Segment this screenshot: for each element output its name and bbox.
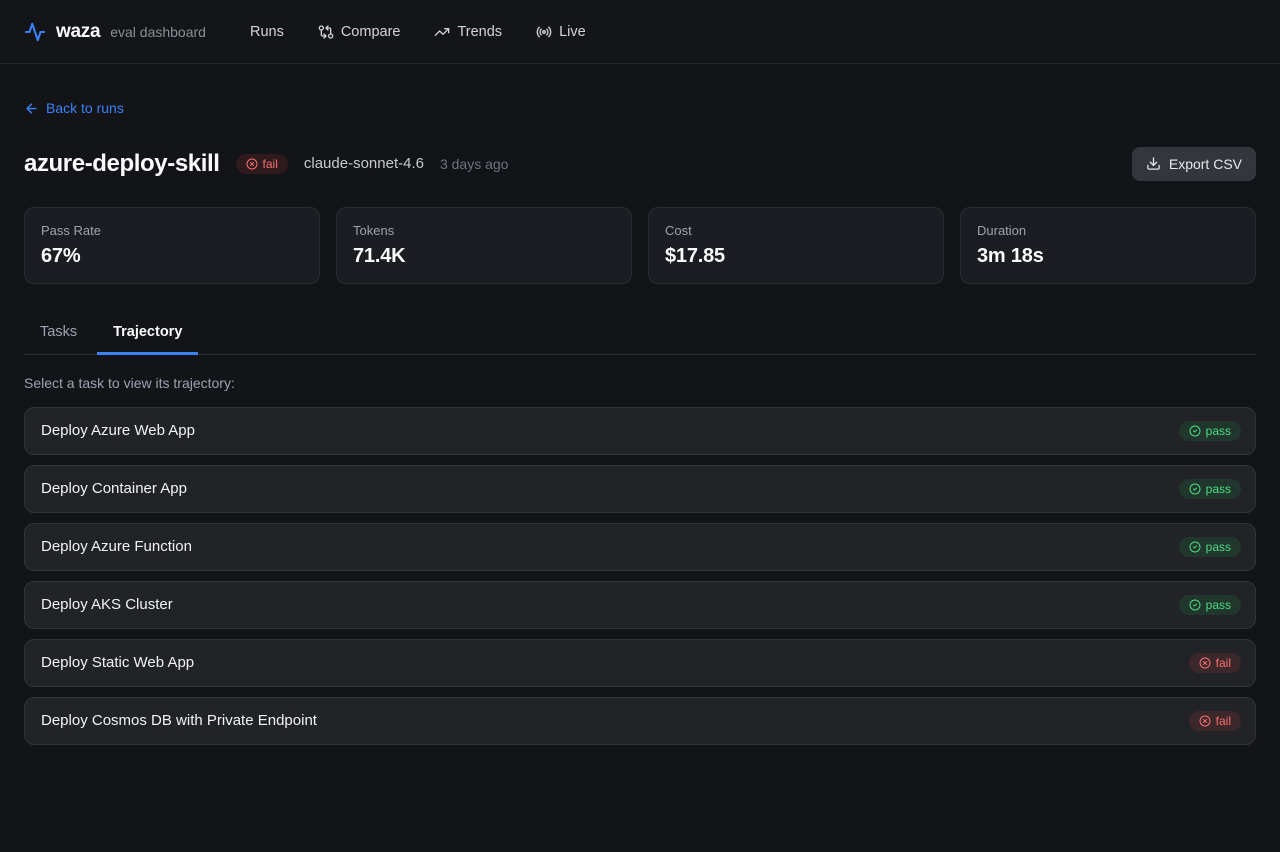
stat-value: $17.85	[665, 244, 725, 267]
task-status-badge: fail	[1188, 652, 1241, 673]
run-timestamp: 3 days ago	[439, 155, 509, 172]
task-status-badge: pass	[1178, 478, 1241, 499]
stat-label: Tokens	[353, 222, 395, 238]
task-status-label: pass	[1205, 423, 1231, 438]
task-name: Deploy Azure Web App	[41, 422, 195, 439]
stat-card-cost: Cost $17.85	[648, 206, 944, 284]
circle-x-icon	[1199, 657, 1211, 669]
task-status-label: pass	[1205, 539, 1231, 554]
nav-links: Runs Compare Trends Live	[250, 24, 586, 40]
arrow-left-icon	[24, 101, 39, 116]
task-row-deploy-azure-function[interactable]: Deploy Azure Function pass	[24, 522, 1256, 571]
task-name: Deploy Cosmos DB with Private Endpoint	[41, 712, 317, 729]
task-status-badge: pass	[1178, 594, 1241, 615]
nav-item-runs[interactable]: Runs	[250, 24, 284, 40]
radio-icon	[536, 24, 552, 40]
run-status-label: fail	[262, 156, 278, 171]
stat-value: 3m 18s	[977, 244, 1044, 267]
tab-trajectory[interactable]: Trajectory	[97, 314, 199, 355]
stat-label: Duration	[977, 222, 1027, 238]
model-name: claude-sonnet-4.6	[303, 155, 424, 172]
task-row-deploy-container-app[interactable]: Deploy Container App pass	[24, 464, 1256, 513]
circle-x-icon	[1199, 715, 1211, 727]
export-csv-label: Export CSV	[1168, 155, 1242, 172]
select-task-prompt: Select a task to view its trajectory:	[24, 374, 235, 391]
circle-check-icon	[1189, 425, 1201, 437]
back-to-runs-link[interactable]: Back to runs	[24, 100, 124, 116]
task-row-deploy-aks-cluster[interactable]: Deploy AKS Cluster pass	[24, 580, 1256, 629]
download-icon	[1146, 156, 1161, 171]
stat-value: 67%	[41, 244, 81, 267]
task-name: Deploy Container App	[41, 480, 187, 497]
circle-x-icon	[246, 158, 258, 170]
nav-item-compare[interactable]: Compare	[318, 23, 401, 40]
task-name: Deploy Azure Function	[41, 538, 192, 555]
task-status-badge: pass	[1178, 536, 1241, 557]
task-status-label: fail	[1215, 713, 1231, 728]
git-compare-icon	[318, 24, 334, 40]
tab-tasks[interactable]: Tasks	[40, 323, 78, 340]
task-name: Deploy AKS Cluster	[41, 596, 173, 613]
task-row-deploy-azure-web-app[interactable]: Deploy Azure Web App pass	[24, 406, 1256, 455]
stat-card-pass-rate: Pass Rate 67%	[24, 206, 320, 284]
run-status-badge: fail	[235, 153, 288, 174]
export-csv-button[interactable]: Export CSV	[1131, 146, 1256, 181]
trending-up-icon	[434, 24, 450, 40]
task-status-label: pass	[1205, 597, 1231, 612]
tab-bar: Tasks Trajectory	[24, 314, 1256, 355]
nav-item-label: Runs	[249, 23, 284, 40]
task-status-label: fail	[1215, 655, 1231, 670]
task-list: Deploy Azure Web App pass Deploy Contain…	[24, 406, 1256, 745]
brand-name: waza	[56, 20, 101, 42]
stat-card-duration: Duration 3m 18s	[960, 206, 1256, 284]
task-row-deploy-static-web-app[interactable]: Deploy Static Web App fail	[24, 638, 1256, 687]
top-navbar: waza eval dashboard Runs Compare Trends …	[0, 0, 1280, 64]
activity-logo-icon	[24, 21, 46, 43]
nav-item-label: Compare	[340, 23, 401, 40]
stat-card-tokens: Tokens 71.4K	[336, 206, 632, 284]
task-name: Deploy Static Web App	[41, 654, 195, 671]
task-status-badge: pass	[1178, 420, 1241, 441]
stats-grid: Pass Rate 67% Tokens 71.4K Cost $17.85 D…	[24, 206, 1256, 284]
run-detail-page: Back to runs azure-deploy-skill fail cla…	[0, 64, 1280, 769]
page-title: azure-deploy-skill	[24, 149, 220, 177]
nav-item-live[interactable]: Live	[536, 24, 586, 40]
back-link-label: Back to runs	[46, 100, 124, 116]
brand-subtitle: eval dashboard	[110, 23, 206, 40]
task-status-badge: fail	[1188, 710, 1241, 731]
nav-item-label: Live	[559, 23, 586, 40]
nav-item-label: Trends	[457, 23, 503, 40]
brand[interactable]: waza eval dashboard	[24, 21, 206, 43]
stat-label: Cost	[665, 222, 692, 238]
stat-label: Pass Rate	[41, 222, 101, 238]
task-status-label: pass	[1205, 481, 1231, 496]
stat-value: 71.4K	[353, 244, 406, 267]
task-row-deploy-cosmos-db[interactable]: Deploy Cosmos DB with Private Endpoint f…	[24, 696, 1256, 745]
circle-check-icon	[1189, 599, 1201, 611]
circle-check-icon	[1189, 541, 1201, 553]
circle-check-icon	[1189, 483, 1201, 495]
nav-item-trends[interactable]: Trends	[434, 24, 502, 40]
run-header: azure-deploy-skill fail claude-sonnet-4.…	[24, 146, 1256, 181]
